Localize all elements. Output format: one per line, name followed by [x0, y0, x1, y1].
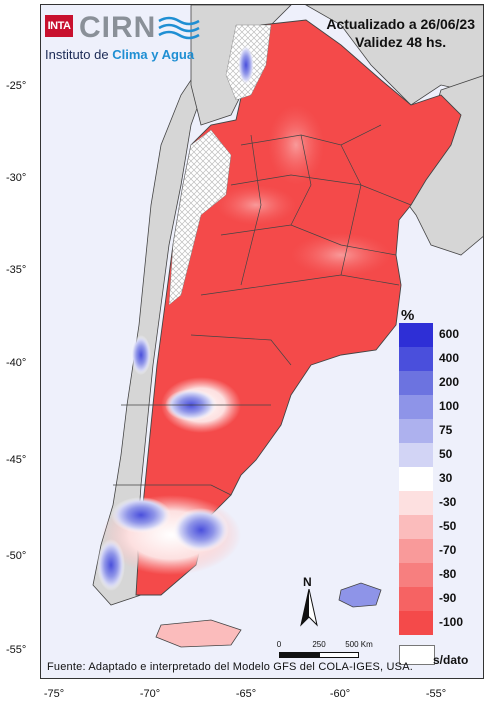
legend-label: -80: [439, 567, 457, 581]
scale-label-500: 500 Km: [345, 640, 373, 649]
legend-item: 200: [399, 371, 479, 395]
legend-label: -100: [439, 615, 464, 629]
x-tick-label: -60°: [329, 688, 351, 700]
y-tick-label: -25°: [6, 80, 27, 92]
legend-swatch: [399, 611, 433, 635]
scale-label-0: 0: [276, 640, 282, 649]
legend-swatch: [399, 515, 433, 539]
updated-date: Actualizado a 26/06/23: [326, 16, 475, 32]
no-data-label: s/dato: [433, 653, 469, 667]
legend-item: -50: [399, 515, 479, 539]
y-tick-label: -45°: [6, 454, 27, 466]
tierra-del-fuego: [155, 619, 242, 648]
scale-bar: 0 250 500 Km: [259, 640, 399, 664]
legend-item: -70: [399, 539, 479, 563]
legend-label: 30: [439, 471, 453, 485]
water-waves-icon: [158, 16, 200, 40]
legend-swatch: [399, 347, 433, 371]
legend-label: 50: [439, 447, 453, 461]
pink-patch-mid: [216, 185, 296, 225]
wet-blue-andes-mid: [131, 335, 151, 375]
wet-blue-north-andes: [238, 45, 254, 85]
institute-name: Instituto de Clima y Agua: [45, 47, 194, 62]
y-tick-label: -50°: [6, 550, 27, 562]
institute-prefix: Instituto de: [45, 47, 109, 62]
y-tick-label: -55°: [6, 644, 27, 656]
legend-swatch: [399, 587, 433, 611]
y-tick-label: -40°: [6, 357, 27, 369]
chile-land: [92, 64, 210, 606]
legend-swatch: [399, 395, 433, 419]
no-data-swatch: [399, 645, 435, 665]
map-header: Actualizado a 26/06/23 Validez 48 hs.: [326, 15, 475, 51]
province-borders: [113, 124, 412, 496]
wet-blue-patagonia-south-a: [111, 497, 171, 533]
cirn-logo-text: CIRN: [79, 11, 157, 44]
legend-item: -100: [399, 611, 479, 635]
legend-label: -70: [439, 543, 457, 557]
source-credit: Fuente: Adaptado e interpretado del Mode…: [47, 661, 414, 673]
legend-label: 75: [439, 423, 453, 437]
wet-blue-coast-south: [97, 539, 125, 591]
legend-label: 600: [439, 327, 460, 341]
legend-label: -50: [439, 519, 457, 533]
legend-item: 75: [399, 419, 479, 443]
x-tick-label: -65°: [235, 688, 257, 700]
legend-swatch: [399, 563, 433, 587]
north-arrow-icon: [300, 589, 318, 627]
map-frame: INTA CIRN Instituto de Clima y Agua Actu…: [40, 4, 484, 679]
scale-label-250: 250: [312, 640, 326, 649]
legend-label: -90: [439, 591, 457, 605]
legend-label: -30: [439, 495, 457, 509]
cirn-logo: INTA CIRN Instituto de Clima y Agua: [45, 11, 215, 69]
legend-swatch: [399, 539, 433, 563]
legend-swatch: [399, 419, 433, 443]
legend-item: 600: [399, 323, 479, 347]
legend-swatch: [399, 467, 433, 491]
legend-item: 50: [399, 443, 479, 467]
y-tick-label: -35°: [6, 264, 27, 276]
inta-logo-badge: INTA: [45, 15, 73, 37]
north-label: N: [303, 575, 312, 589]
legend-swatch: [399, 323, 433, 347]
legend-item: 30: [399, 467, 479, 491]
y-tick-label: -30°: [6, 172, 27, 184]
legend-swatch: [399, 371, 433, 395]
validity-text: Validez 48 hs.: [355, 34, 447, 50]
malvinas-islands: [338, 582, 382, 608]
x-tick-label: -75°: [43, 688, 65, 700]
legend-unit: %: [401, 307, 415, 324]
legend-item: -30: [399, 491, 479, 515]
pink-patch-center: [291, 233, 391, 277]
legend-label: 100: [439, 399, 460, 413]
north-arrow: N: [297, 575, 321, 627]
andean-no-data: [168, 129, 232, 306]
legend-item: -90: [399, 587, 479, 611]
paraguay-brazil: [305, 5, 483, 106]
legend-item: 400: [399, 347, 479, 371]
legend-swatch: [399, 443, 433, 467]
scale-bar-black: [279, 652, 319, 658]
legend-label: 400: [439, 351, 460, 365]
pink-patch-north: [268, 105, 324, 185]
scale-bar-white: [319, 652, 359, 658]
wet-blue-patagonia-south-b: [173, 508, 229, 552]
x-tick-label: -70°: [139, 688, 161, 700]
legend-item: -80: [399, 563, 479, 587]
legend-item: 100: [399, 395, 479, 419]
legend-swatch: [399, 491, 433, 515]
x-tick-label: -55°: [425, 688, 447, 700]
precipitation-anomaly-map: [92, 5, 483, 648]
institute-highlight: Clima y Agua: [112, 47, 195, 62]
legend-label: 200: [439, 375, 460, 389]
